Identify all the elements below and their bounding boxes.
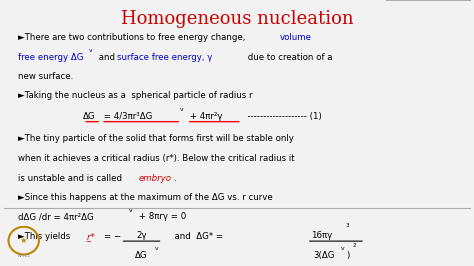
Text: due to creation of a: due to creation of a: [246, 53, 333, 61]
Text: = −: = −: [104, 232, 121, 241]
Text: ★: ★: [20, 236, 27, 245]
Text: ΔG: ΔG: [83, 112, 96, 121]
Text: ►This yields: ►This yields: [18, 232, 76, 241]
Text: + 4πr²γ: + 4πr²γ: [187, 112, 222, 121]
Text: v: v: [89, 48, 92, 53]
Text: v: v: [180, 107, 184, 112]
Text: v: v: [129, 207, 133, 213]
Text: v: v: [155, 246, 158, 251]
Text: ------------------- (1): ------------------- (1): [242, 112, 321, 121]
Text: dΔG /dr = 4πr²ΔG: dΔG /dr = 4πr²ΔG: [18, 213, 94, 222]
Text: r̲*: r̲*: [87, 232, 95, 241]
Text: surface free energy, γ: surface free energy, γ: [118, 53, 213, 61]
Text: 16πγ: 16πγ: [311, 231, 333, 240]
Text: embryo: embryo: [138, 174, 171, 183]
Text: when it achieves a critical radius (r*). Below the critical radius it: when it achieves a critical radius (r*).…: [18, 154, 295, 163]
Text: ): ): [346, 251, 350, 260]
Text: = 4/3πr³ΔG: = 4/3πr³ΔG: [101, 112, 153, 121]
Text: and  ΔG* =: and ΔG* =: [170, 232, 224, 241]
Text: ►The tiny particle of the solid that forms first will be stable only: ►The tiny particle of the solid that for…: [18, 135, 294, 143]
Text: + 8πrγ = 0: + 8πrγ = 0: [136, 213, 186, 222]
Text: ►Since this happens at the maximum of the ΔG vs. r curve: ►Since this happens at the maximum of th…: [18, 193, 273, 202]
Text: v: v: [341, 246, 345, 251]
Text: ►Taking the nucleus as a  spherical particle of radius r: ►Taking the nucleus as a spherical parti…: [18, 91, 253, 100]
Text: and: and: [96, 53, 118, 61]
Text: is unstable and is called: is unstable and is called: [18, 174, 125, 183]
Text: volume: volume: [280, 33, 312, 42]
Text: Homogeneous nucleation: Homogeneous nucleation: [121, 10, 353, 28]
Text: new surface.: new surface.: [18, 72, 73, 81]
Text: NPTEL: NPTEL: [17, 254, 30, 258]
Text: .: .: [173, 174, 175, 183]
Text: 2γ: 2γ: [136, 231, 147, 240]
Text: ΔG: ΔG: [135, 251, 148, 260]
Text: 2: 2: [353, 243, 356, 248]
Text: 3(ΔG: 3(ΔG: [314, 251, 335, 260]
Text: ►There are two contributions to free energy change,: ►There are two contributions to free ene…: [18, 33, 248, 42]
Text: 3: 3: [345, 223, 349, 228]
Text: free energy ΔG: free energy ΔG: [18, 53, 83, 61]
